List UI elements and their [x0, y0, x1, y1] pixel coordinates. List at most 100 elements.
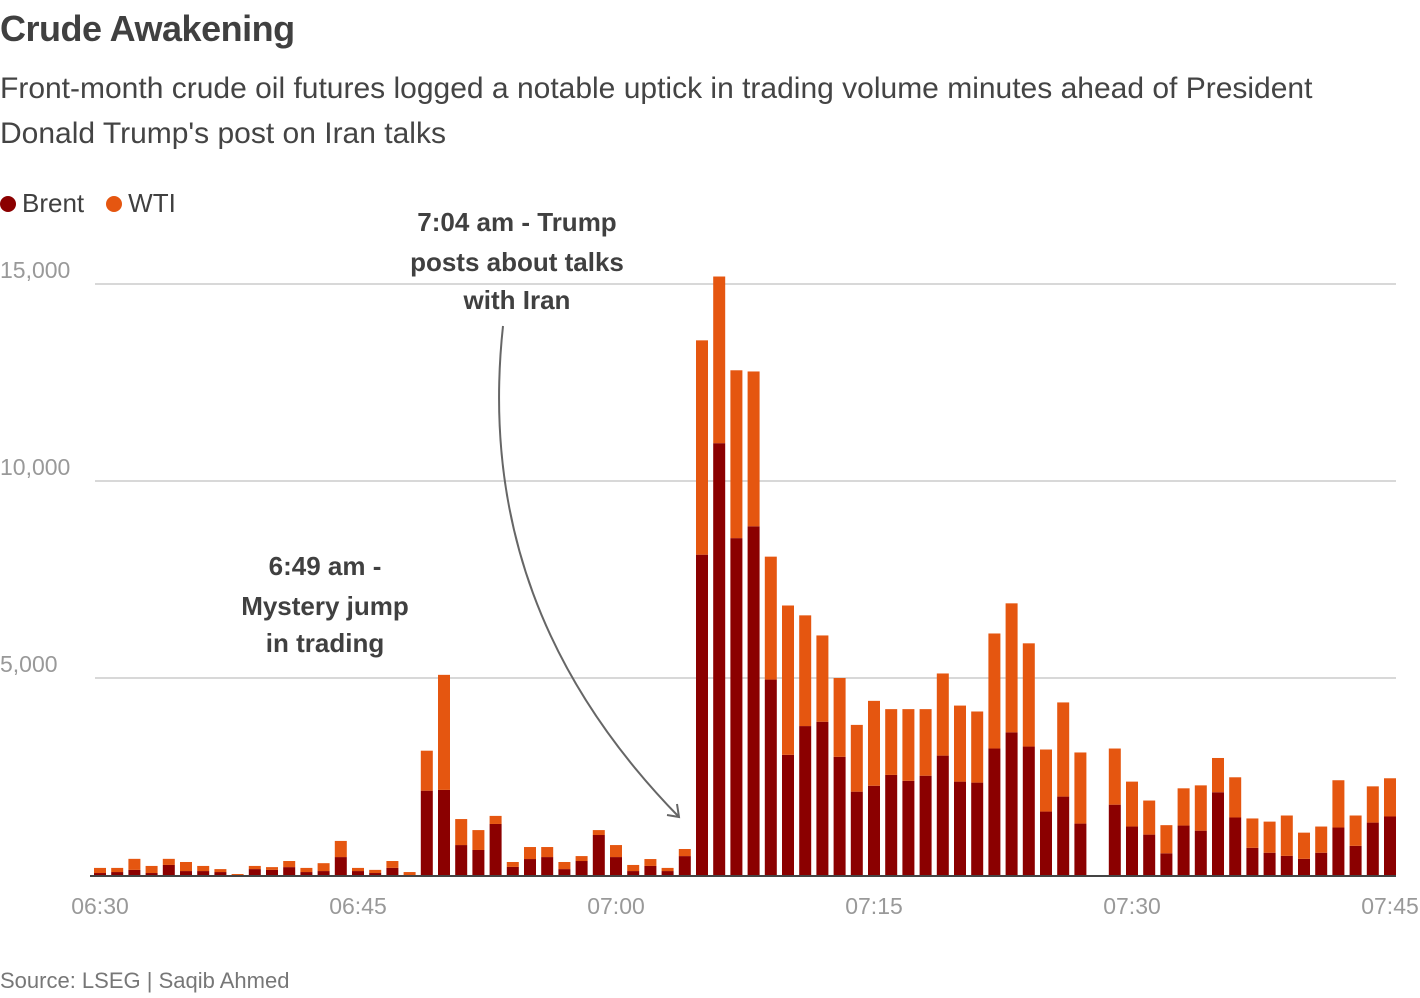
bar-brent — [1212, 792, 1224, 875]
legend-item-wti: WTI — [106, 188, 176, 219]
bar-brent — [936, 755, 949, 875]
bar-group-07:26 — [1057, 702, 1070, 875]
bar-group-07:22 — [988, 633, 1001, 875]
bar-brent — [1108, 804, 1121, 875]
bar-brent — [1040, 811, 1052, 875]
bar-group-07:12 — [816, 635, 829, 875]
bar-wti — [1212, 757, 1224, 793]
x-tick-label: 06:45 — [329, 893, 387, 919]
bar-group-07:20 — [954, 705, 966, 875]
bar-brent — [782, 754, 794, 875]
bar-brent — [764, 679, 777, 875]
bar-group-06:39 — [248, 865, 261, 875]
bar-wti — [610, 845, 622, 858]
bar-group-06:56 — [541, 847, 554, 875]
bar-brent — [1143, 834, 1156, 875]
bar-wti — [1246, 818, 1259, 848]
bar-brent — [730, 538, 743, 875]
bar-group-07:29 — [1108, 748, 1121, 875]
bar-group-07:30 — [1126, 781, 1138, 875]
legend-item-brent: Brent — [0, 188, 84, 219]
bar-wti — [954, 705, 966, 782]
legend-label-brent: Brent — [22, 188, 85, 218]
annotation-line: 6:49 am - — [269, 551, 382, 581]
bar-wti — [1108, 748, 1121, 805]
bar-group-07:36 — [1229, 777, 1242, 875]
bar-group-06:55 — [524, 847, 536, 875]
bar-group-06:43 — [317, 863, 330, 875]
bar-brent — [610, 857, 622, 875]
bar-wti — [1005, 603, 1018, 733]
bar-brent — [94, 873, 106, 875]
bar-brent — [816, 721, 829, 875]
bar-group-06:40 — [266, 867, 278, 875]
bar-brent — [1246, 847, 1259, 875]
bar-wti — [592, 830, 605, 836]
chart-subtitle: Front-month crude oil futures logged a n… — [0, 72, 1313, 150]
bar-wti — [1298, 832, 1310, 859]
bar-wti — [248, 865, 261, 870]
bar-wti — [885, 709, 898, 775]
x-tick-label: 07:45 — [1361, 893, 1419, 919]
bar-wti — [1280, 815, 1293, 856]
bar-group-07:38 — [1263, 821, 1276, 875]
legend-label-wti: WTI — [128, 188, 176, 218]
bar-wti — [1349, 815, 1362, 846]
bar-group-07:31 — [1143, 800, 1156, 875]
bar-group-06:58 — [575, 856, 588, 875]
bar-wti — [661, 867, 674, 872]
bar-brent — [472, 849, 485, 875]
bar-brent — [902, 780, 915, 875]
bar-group-07:41 — [1315, 826, 1328, 875]
bar-wti — [1143, 800, 1156, 835]
bar-brent — [283, 867, 296, 875]
bar-group-06:45 — [352, 867, 364, 875]
bar-brent — [541, 857, 554, 875]
bar-wti — [438, 674, 450, 790]
bar-group-07:23 — [1005, 603, 1018, 875]
bar-group-07:08 — [747, 371, 760, 875]
bar-wti — [558, 861, 571, 870]
bar-wti — [266, 867, 278, 870]
bar-group-07:32 — [1160, 825, 1173, 875]
bar-wti — [575, 856, 588, 862]
bar-group-07:35 — [1212, 757, 1224, 875]
bar-brent — [300, 872, 313, 875]
bar-group-07:42 — [1332, 780, 1345, 875]
bar-brent — [334, 857, 347, 875]
bar-brent — [145, 873, 158, 875]
legend-swatch-wti — [106, 195, 123, 212]
y-tick-label: 10,000 — [0, 454, 70, 480]
annotation-trump: 7:04 am - Trump posts about talks with I… — [410, 207, 681, 819]
bar-brent — [214, 872, 227, 875]
bar-group-07:02 — [644, 859, 657, 875]
bar-group-07:07 — [730, 370, 743, 875]
bar-wti — [782, 605, 794, 755]
bar-brent — [919, 775, 932, 875]
bar-brent — [799, 726, 812, 875]
bar-brent — [1177, 825, 1190, 875]
bar-brent — [420, 790, 433, 875]
bar-wti — [334, 840, 347, 858]
bar-wti — [1160, 825, 1173, 854]
bar-group-07:10 — [782, 605, 794, 875]
bar-wti — [420, 750, 433, 791]
bar-group-06:41 — [283, 861, 296, 875]
bar-wti — [506, 861, 519, 867]
bar-brent — [162, 864, 175, 875]
bar-wti — [1177, 788, 1190, 826]
bar-wti — [231, 874, 244, 875]
bar-brent — [971, 782, 984, 875]
bar-group-07:44 — [1366, 786, 1379, 875]
bar-wti — [747, 371, 760, 527]
bar-wti — [128, 858, 141, 870]
bar-brent — [1349, 845, 1362, 875]
bar-wti — [988, 633, 1001, 749]
bar-group-07:16 — [885, 709, 898, 875]
bar-group-06:31 — [111, 867, 124, 875]
bar-wti — [1332, 780, 1345, 828]
bar-group-07:21 — [971, 711, 984, 875]
bar-group-06:38 — [231, 874, 244, 875]
bar-group-06:54 — [506, 861, 519, 875]
bar-brent — [833, 756, 846, 875]
